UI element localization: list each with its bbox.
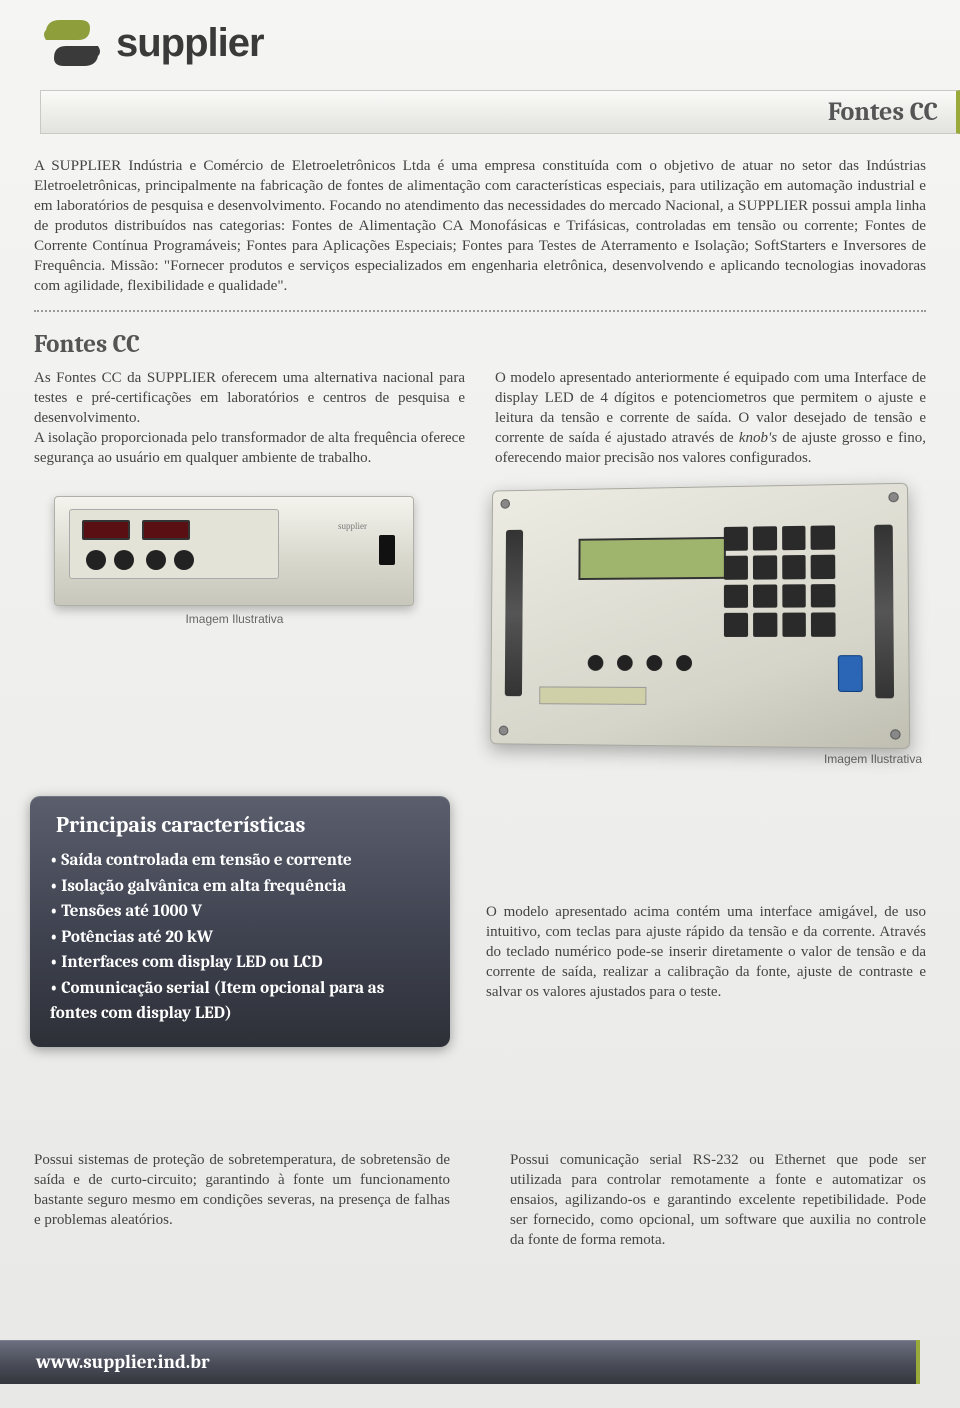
header: supplier Fontes CC [0, 0, 960, 140]
page-title: Fontes CC [828, 97, 938, 127]
feature-item: Saída controlada em tensão e corrente [50, 848, 430, 874]
caption-small: Imagem Ilustrativa [34, 612, 435, 626]
section-left-text: As Fontes CC da SUPPLIER oferecem uma al… [34, 369, 465, 468]
feature-item: Potências até 20 kW [50, 925, 430, 951]
footer-url: www.supplier.ind.br [36, 1351, 210, 1373]
product-image-large [491, 483, 911, 749]
feature-item: Comunicação serial (Item opcional para a… [50, 976, 430, 1027]
features-list: Saída controlada em tensão e corrente Is… [50, 848, 430, 1027]
caption-large: Imagem Ilustrativa [465, 752, 926, 766]
logo-icon [40, 20, 104, 66]
bottom-left-text: Possui sistemas de proteção de sobretemp… [34, 1150, 450, 1250]
intro-paragraph: A SUPPLIER Indústria e Comércio de Eletr… [0, 140, 960, 296]
features-title: Principais características [50, 812, 430, 838]
divider [34, 310, 926, 312]
product-image-small: supplier [54, 496, 414, 606]
bottom-right-text: Possui comunicação serial RS-232 ou Ethe… [510, 1150, 926, 1250]
feature-item: Isolação galvânica em alta frequência [50, 874, 430, 900]
mid-right-paragraph: O modelo apresentado acima contém uma in… [486, 902, 926, 1002]
footer-bar: www.supplier.ind.br [0, 1340, 920, 1384]
section-columns: As Fontes CC da SUPPLIER oferecem uma al… [0, 369, 960, 468]
bottom-columns: Possui sistemas de proteção de sobretemp… [34, 1150, 926, 1250]
product-images-row: supplier Imagem Ilustrativa Imag [0, 486, 960, 766]
features-box: Principais características Saída control… [30, 796, 450, 1047]
section-right-knobs: knob's [739, 430, 777, 446]
title-bar: Fontes CC [40, 90, 960, 134]
brand-logo: supplier [40, 20, 264, 66]
feature-item: Interfaces com display LED ou LCD [50, 950, 430, 976]
feature-item: Tensões até 1000 V [50, 899, 430, 925]
brand-name: supplier [116, 21, 264, 66]
section-right-text: O modelo apresentado anteriormente é equ… [495, 369, 926, 468]
section-title: Fontes CC [34, 330, 960, 359]
